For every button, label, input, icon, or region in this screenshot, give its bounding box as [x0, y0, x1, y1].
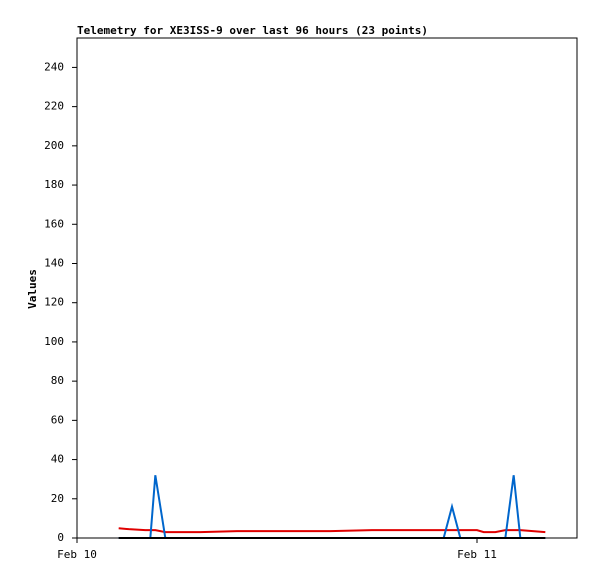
y-tick-label: 40: [51, 453, 64, 466]
y-tick-label: 180: [44, 178, 64, 191]
y-tick-label: 140: [44, 256, 64, 269]
y-tick-label: 200: [44, 139, 64, 152]
x-tick-label: Feb 10: [57, 548, 97, 561]
y-tick-label: 100: [44, 335, 64, 348]
x-tick-label: Feb 11: [457, 548, 497, 561]
chart-title: Telemetry for XE3ISS-9 over last 96 hour…: [77, 24, 428, 37]
y-tick-label: 160: [44, 217, 64, 230]
series-line: [118, 527, 546, 534]
y-tick-label: 240: [44, 60, 64, 73]
y-tick-label: 20: [51, 492, 64, 505]
y-tick-label: 60: [51, 413, 64, 426]
y-tick-label: 120: [44, 296, 64, 309]
y-axis-label: Values: [26, 269, 39, 309]
series-line: [118, 475, 546, 539]
y-tick-label: 0: [57, 531, 64, 544]
y-tick-label: 220: [44, 100, 64, 113]
plot-frame: [76, 37, 578, 539]
y-tick-label: 80: [51, 374, 64, 387]
